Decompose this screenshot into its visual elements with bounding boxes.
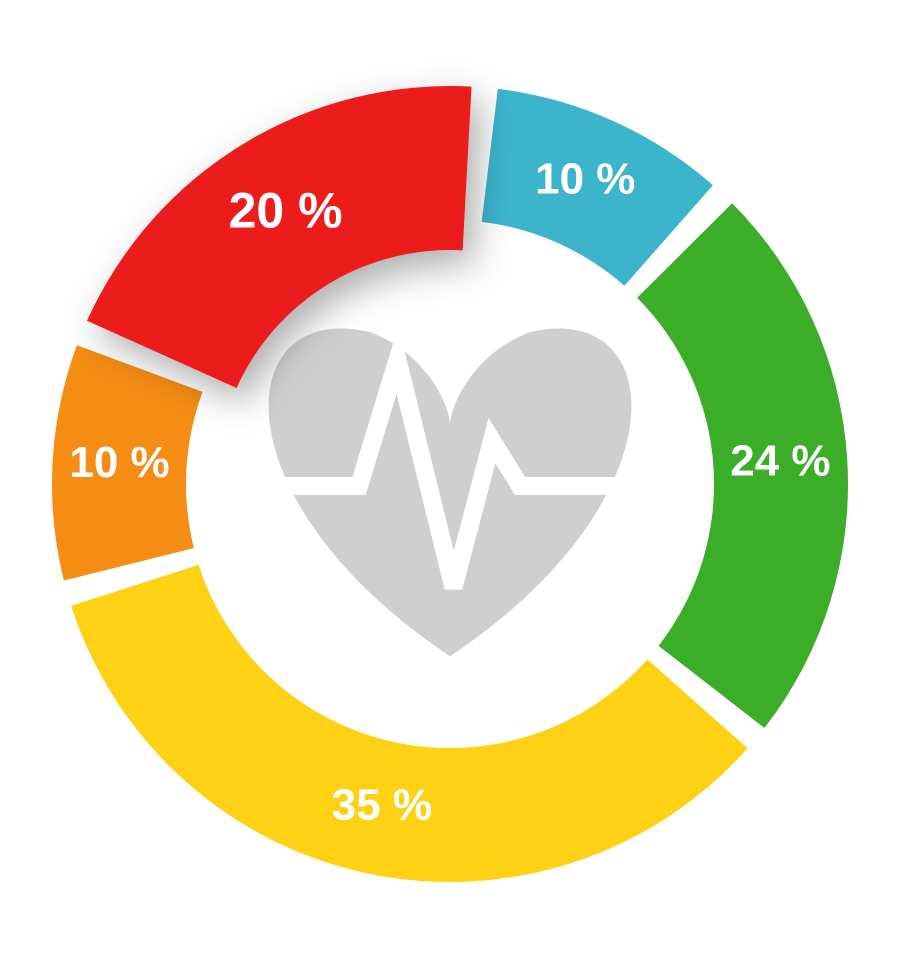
segment-label: 10 % bbox=[535, 155, 635, 204]
segment-label: 20 % bbox=[229, 182, 343, 238]
segment-label: 35 % bbox=[332, 781, 432, 830]
donut-svg: 10 % 24 % 35 % 10 % 20 % bbox=[0, 0, 900, 969]
donut-chart: 10 % 24 % 35 % 10 % 20 % bbox=[0, 0, 900, 969]
segment-label: 24 % bbox=[730, 436, 830, 485]
segment-label: 10 % bbox=[69, 438, 169, 487]
